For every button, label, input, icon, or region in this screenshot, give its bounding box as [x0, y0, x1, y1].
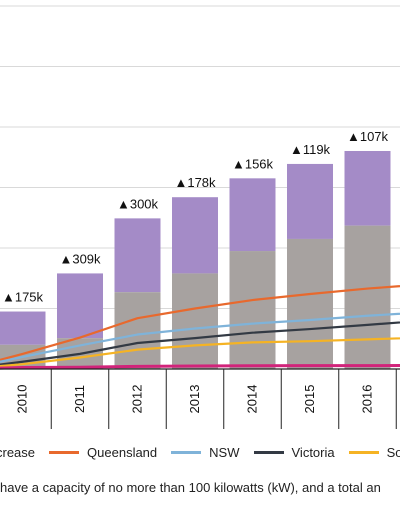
bar-data-label: ▲119k — [290, 142, 331, 157]
legend-item-victoria: Victoria — [240, 445, 335, 460]
legend-label: Sou — [386, 444, 400, 460]
legend-label: Queensland — [87, 444, 158, 460]
bar-group — [0, 150, 391, 369]
bar-data-label: ▲178k — [174, 175, 216, 190]
line-queensland — [0, 282, 400, 361]
bar-increase — [172, 197, 218, 274]
footnote: have a capacity of no more than 100 kilo… — [0, 480, 381, 495]
legend-swatch — [253, 450, 284, 454]
legend-item-south: Sou — [335, 445, 400, 460]
legend: crease Queensland NSW Victoria Sou — [0, 440, 400, 464]
legend-label: Victoria — [291, 444, 335, 460]
bar-increase — [287, 163, 333, 239]
line-magenta — [0, 364, 400, 370]
bar-base — [172, 273, 218, 369]
bar-base — [344, 225, 391, 369]
bar-data-label: ▲156k — [232, 156, 274, 171]
bar-increase — [229, 178, 276, 252]
x-tick-label: 2014 — [245, 385, 260, 414]
x-tick-label: 2015 — [302, 385, 317, 414]
legend-swatch — [171, 450, 202, 454]
x-tick-label: 2012 — [130, 385, 145, 414]
bar-base — [229, 251, 276, 369]
bar-data-label: ▲300k — [117, 196, 159, 211]
bar-increase — [114, 218, 161, 293]
bar-base — [287, 238, 333, 369]
bar-data-label: ▲309k — [59, 251, 101, 266]
legend-item-nsw: NSW — [157, 444, 240, 460]
legend-swatch — [49, 450, 80, 454]
bar-base — [114, 292, 161, 369]
legend-swatch — [348, 450, 379, 454]
line-south — [0, 336, 400, 368]
bar-increase — [57, 273, 103, 339]
legend-label: crease — [0, 444, 36, 460]
line-series-group — [0, 282, 400, 370]
legend-item-queensland: Queensland — [35, 445, 157, 460]
bar-increase — [0, 311, 46, 345]
bar-increase — [344, 150, 391, 226]
x-tick-label: 2016 — [360, 385, 375, 414]
x-tick-label: 2010 — [15, 385, 30, 414]
x-axis: 20102011201220132014201520162017 — [0, 368, 400, 429]
bar-data-label: ▲107k — [347, 129, 389, 144]
x-tick-label: 2013 — [187, 385, 202, 414]
bar-data-label: ▲175k — [2, 290, 44, 305]
legend-label: NSW — [209, 444, 240, 460]
x-tick-label: 2011 — [72, 385, 87, 413]
bar-label-group: ▲175k▲309k▲300k▲178k▲156k▲119k▲107k▲14 — [2, 129, 389, 305]
line-victoria — [0, 318, 400, 366]
line-nsw — [0, 310, 400, 363]
legend-item-increase: crease — [0, 445, 35, 460]
